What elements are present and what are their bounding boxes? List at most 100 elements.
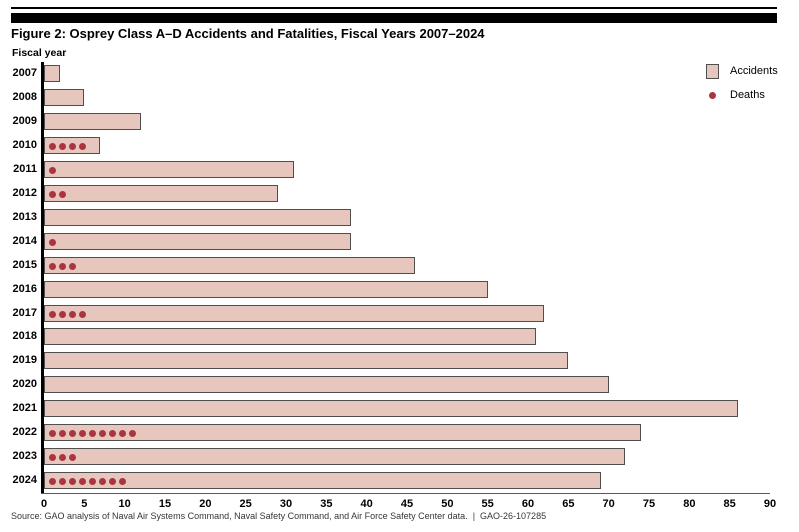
accidents-bar — [44, 400, 738, 418]
death-dot — [48, 238, 56, 246]
death-dot — [88, 478, 96, 486]
death-dot — [108, 430, 116, 438]
year-label: 2020 — [12, 378, 37, 391]
deaths-dot-icon — [709, 91, 716, 99]
x-tick-label: 35 — [320, 498, 333, 510]
year-label: 2019 — [12, 354, 37, 367]
x-tick-label: 65 — [562, 498, 575, 510]
death-dot — [118, 430, 126, 438]
death-dot — [68, 454, 76, 462]
year-label: 2011 — [13, 162, 37, 175]
death-dot — [48, 430, 56, 438]
death-dot — [48, 142, 56, 150]
death-dot — [48, 262, 56, 270]
death-dot — [88, 430, 96, 438]
death-dot — [98, 478, 106, 486]
chart-row-2021: 2021 — [13, 397, 770, 421]
death-dot — [58, 310, 66, 318]
title-separator-bar — [11, 13, 777, 23]
year-label: 2010 — [12, 138, 37, 151]
x-tick-label: 5 — [81, 498, 88, 510]
year-label: 2017 — [12, 306, 37, 319]
accidents-bar — [44, 160, 295, 178]
chart-row-2022: 2022 — [13, 421, 770, 445]
year-label: 2024 — [12, 474, 37, 487]
chart-row-2010: 2010 — [13, 134, 770, 158]
y-axis-line — [41, 62, 44, 494]
death-dot — [78, 430, 86, 438]
chart-row-2016: 2016 — [13, 278, 770, 302]
x-tick-label: 55 — [481, 498, 494, 510]
accidents-bar — [44, 328, 537, 346]
year-label: 2013 — [12, 210, 37, 223]
year-label: 2014 — [12, 234, 37, 247]
death-dot — [78, 142, 86, 150]
chart-row-2017: 2017 — [13, 302, 770, 326]
death-dot — [68, 262, 76, 270]
death-dot — [108, 478, 116, 486]
chart-row-2020: 2020 — [13, 373, 770, 397]
death-dot — [78, 478, 86, 486]
x-tick-label: 30 — [279, 498, 293, 510]
year-label: 2009 — [12, 114, 37, 127]
accidents-bar — [44, 256, 416, 274]
chart-legend: Accidents Deaths — [706, 62, 778, 110]
x-axis-line — [41, 493, 770, 494]
x-tick-label: 70 — [602, 498, 615, 510]
x-tick-label: 60 — [521, 498, 535, 510]
accidents-bar — [44, 232, 351, 250]
x-tick-label: 20 — [199, 498, 212, 510]
death-dot — [98, 430, 106, 438]
x-tick-label: 25 — [239, 498, 252, 510]
year-label: 2022 — [12, 426, 37, 439]
accidents-bar — [44, 208, 351, 226]
chart-row-2011: 2011 — [13, 158, 770, 182]
x-tick-label: 15 — [158, 498, 172, 510]
chart-row-2018: 2018 — [13, 325, 770, 349]
x-tick-label: 90 — [763, 498, 777, 510]
legend-entry-deaths: Deaths — [706, 86, 778, 104]
accidents-bar — [44, 448, 625, 466]
death-dot — [118, 478, 126, 486]
death-dot — [48, 190, 56, 198]
accidents-bar — [44, 88, 85, 106]
year-label: 2007 — [12, 67, 37, 79]
x-tick-label: 80 — [683, 498, 696, 510]
death-dot — [48, 166, 56, 174]
accidents-bar — [44, 112, 141, 130]
x-tick-label: 40 — [360, 498, 373, 510]
death-dot — [68, 478, 76, 486]
x-tick-label: 85 — [723, 498, 736, 510]
year-label: 2018 — [12, 330, 37, 343]
chart-row-2007: 2007 — [13, 62, 770, 86]
death-dot — [68, 310, 76, 318]
death-dot — [58, 142, 66, 150]
chart-row-2015: 2015 — [13, 254, 770, 278]
year-label: 2015 — [12, 258, 37, 271]
year-label: 2021 — [12, 402, 37, 415]
source-note: Source: GAO analysis of Naval Air System… — [11, 511, 547, 521]
death-dot — [128, 430, 136, 438]
legend-accidents-label: Accidents — [730, 65, 778, 77]
death-dot — [78, 310, 86, 318]
chart-row-2023: 2023 — [13, 445, 770, 469]
year-label: 2016 — [12, 282, 37, 295]
top-rule — [11, 7, 777, 9]
death-dot — [48, 310, 56, 318]
death-dot — [68, 430, 76, 438]
chart-row-2024: 2024 — [13, 469, 770, 493]
death-dot — [68, 142, 76, 150]
death-dot — [58, 190, 66, 198]
death-dot — [58, 454, 66, 462]
x-tick-label: 0 — [40, 498, 48, 510]
chart-row-2008: 2008 — [13, 86, 770, 110]
accidents-bar — [44, 424, 641, 442]
accidents-bar — [44, 280, 488, 298]
year-label: 2008 — [12, 90, 37, 103]
death-dot — [58, 430, 66, 438]
bar-chart: 2007 2008 2009 2010 2011 2012 2013 2014 2015 2016… — [13, 62, 776, 510]
year-label: 2012 — [12, 186, 37, 199]
x-tick-label: 45 — [400, 498, 414, 510]
chart-row-2009: 2009 — [13, 110, 770, 134]
